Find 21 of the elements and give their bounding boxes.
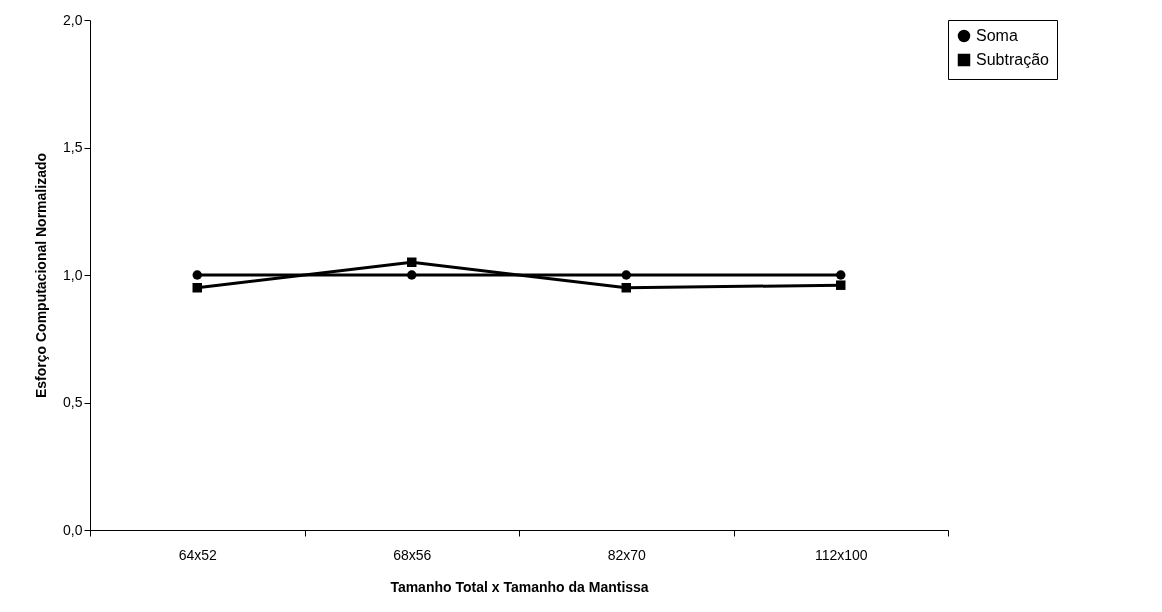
point: [192, 270, 202, 280]
x-axis-title: Tamanho Total x Tamanho da Mantissa: [390, 578, 649, 595]
x-tick-label: 112x100: [814, 546, 868, 563]
y-tick-label: 0,0: [63, 521, 83, 538]
legend-label: Soma: [976, 27, 1018, 44]
point: [407, 270, 417, 280]
y-axis-title: Esforço Computacional Normalizado: [33, 152, 50, 399]
point: [192, 283, 202, 293]
point: [836, 270, 846, 280]
point: [407, 257, 417, 267]
x-tick-label: 82x70: [607, 546, 647, 563]
y-tick-label: 1,5: [63, 139, 83, 155]
point: [621, 270, 631, 280]
point: [621, 283, 631, 293]
x-tick-label: 64x52: [178, 546, 218, 563]
legend-label: Subtração: [976, 51, 1050, 68]
x-tick-label: 68x56: [393, 546, 432, 563]
y-tick-label: 0,5: [63, 394, 83, 410]
point: [836, 280, 846, 290]
y-tick-label: 1,0: [63, 266, 83, 283]
y-tick-label: 2,0: [63, 11, 83, 28]
